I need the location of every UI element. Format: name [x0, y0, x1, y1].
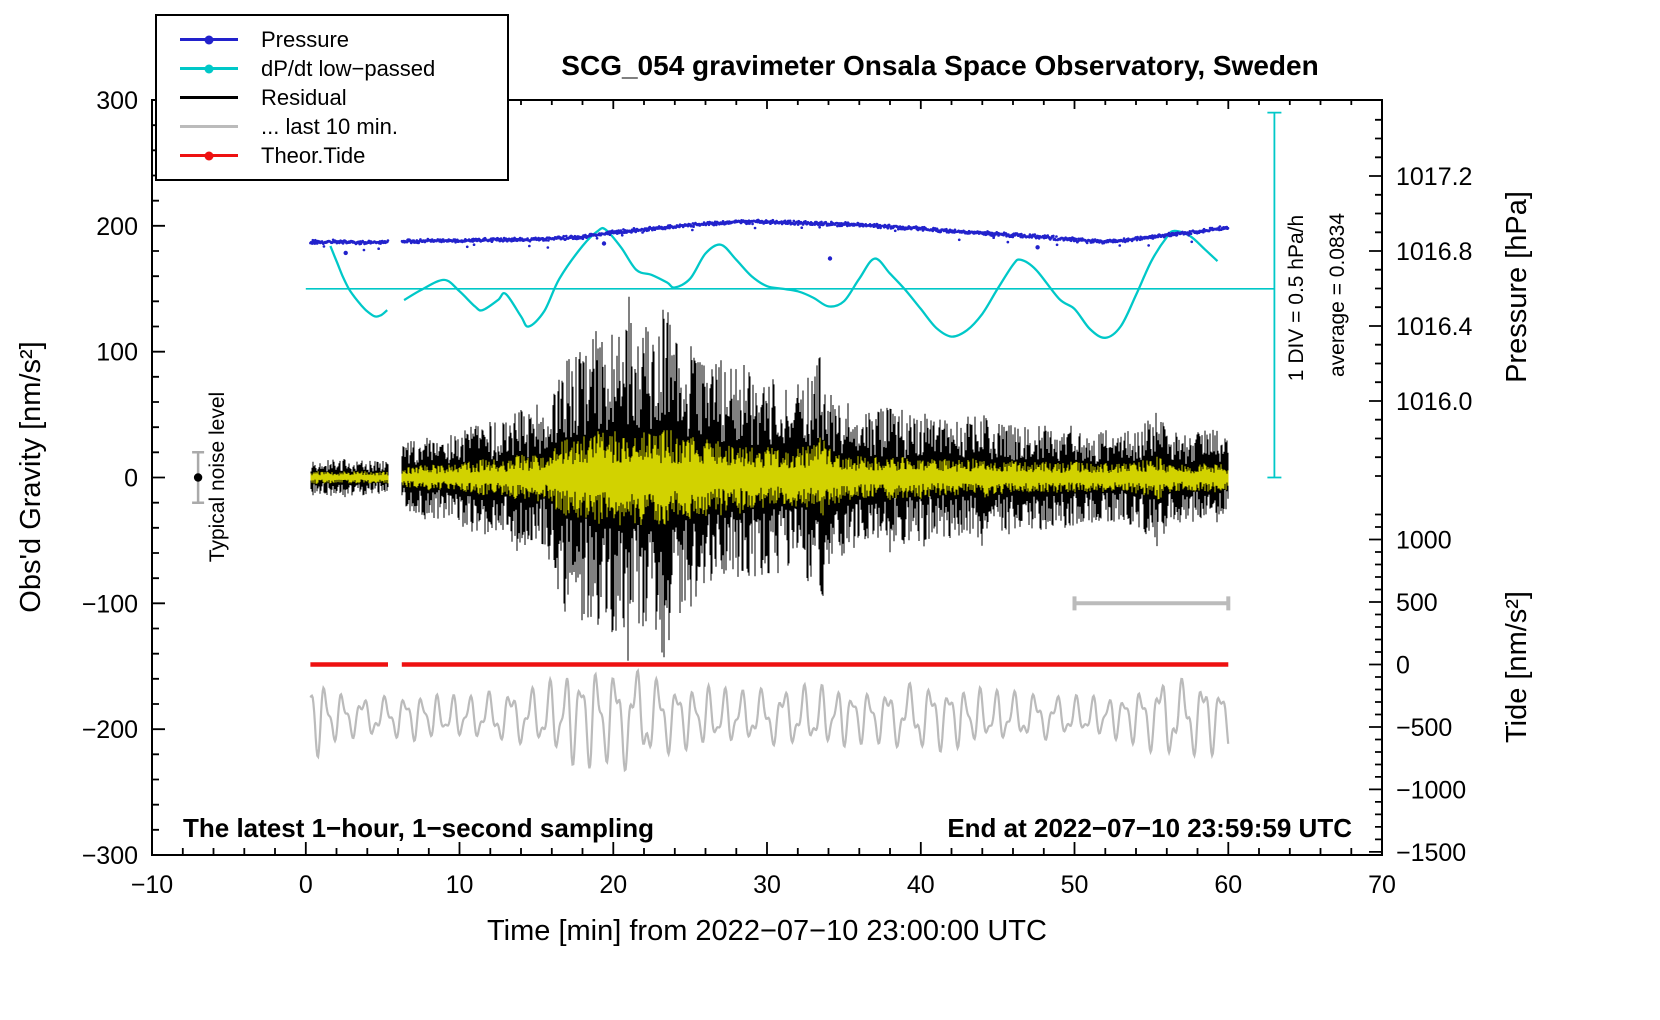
tide-tick-label: −1000 [1396, 776, 1466, 804]
pressure-trace [309, 218, 1230, 252]
gravity-tick-label: 300 [96, 87, 138, 115]
legend-swatch [157, 96, 261, 99]
x-tick-label: 20 [599, 871, 627, 899]
x-axis-label: Time [min] from 2022−07−10 23:00:00 UTC [487, 915, 1047, 947]
legend-line-plain [180, 96, 238, 99]
gravity-tick-label: −200 [82, 716, 138, 744]
pressure-tick-label: 1016.8 [1396, 238, 1472, 266]
legend-marker-dot [204, 35, 214, 44]
legend-label: Pressure [261, 26, 350, 52]
legend-item: Theor.Tide [157, 141, 507, 170]
pressure-axis-label: Pressure [hPa] [1501, 191, 1533, 383]
tide-tick-label: −500 [1396, 714, 1452, 742]
legend-label: Theor.Tide [261, 142, 366, 168]
legend-item: dP/dt low−passed [157, 54, 507, 83]
tide-tick-label: −1500 [1396, 839, 1466, 867]
legend-marker-dot [204, 151, 214, 160]
x-tick-label: 10 [446, 871, 474, 899]
chart-title: SCG_054 gravimeter Onsala Space Observat… [561, 50, 1318, 81]
sampling-note: The latest 1−hour, 1−second sampling [183, 813, 654, 843]
pressure-tick-label: 1017.2 [1396, 163, 1472, 191]
legend-label: dP/dt low−passed [261, 55, 436, 81]
legend-item: Pressure [157, 25, 507, 54]
left-y-axis-label: Obs'd Gravity [nm/s²] [15, 341, 47, 612]
noise-level-label: Typical noise level [206, 392, 229, 562]
dpdt-lowpassed-trace [403, 226, 1219, 339]
pressure-outlier-dot [1035, 245, 1040, 250]
div-scale-label: 1 DIV = 0.5 hPa/h [1285, 215, 1308, 381]
gravity-tick-label: −100 [82, 590, 138, 618]
pressure-outlier-dot [601, 241, 607, 246]
dpdt-lowpassed-trace [329, 245, 388, 318]
legend-label: Residual [261, 84, 347, 110]
legend-line-with-dot [180, 35, 238, 44]
gravity-tick-label: 100 [96, 339, 138, 367]
tide-axis-label: Tide [nm/s²] [1501, 591, 1533, 743]
tide-tick-label: 0 [1396, 652, 1410, 680]
x-tick-label: −10 [131, 871, 173, 899]
end-time-note: End at 2022−07−10 23:59:59 UTC [947, 813, 1352, 843]
tide-tick-label: 500 [1396, 589, 1438, 617]
legend-marker-dot [204, 64, 214, 73]
gravity-tick-label: 0 [124, 465, 138, 493]
last10-window-bar [1072, 596, 1231, 611]
legend-line-with-dot [180, 151, 238, 160]
dpdt-scale-bar [1267, 111, 1282, 479]
noise-level-dot [193, 473, 203, 482]
x-tick-label: 0 [299, 871, 313, 899]
legend-swatch [157, 151, 261, 160]
legend-line-plain [180, 125, 238, 128]
residual-lowpass-overlay [310, 430, 1229, 526]
x-tick-label: 70 [1368, 871, 1396, 899]
average-label: average = 0.0834 [1326, 213, 1349, 377]
pressure-outlier-dot [827, 256, 833, 261]
gravity-tick-label: −300 [82, 842, 138, 870]
pressure-tick-label: 1016.0 [1396, 388, 1472, 416]
legend-swatch [157, 35, 261, 44]
legend-item: Residual [157, 83, 507, 112]
pressure-outlier-dot [343, 250, 348, 256]
tide-tick-label: 1000 [1396, 527, 1452, 555]
gravity-tick-label: 200 [96, 213, 138, 241]
x-tick-label: 30 [753, 871, 781, 899]
legend-item: ... last 10 min. [157, 112, 507, 141]
last10min-trace [309, 667, 1230, 773]
x-tick-label: 50 [1061, 871, 1089, 899]
legend-label: ... last 10 min. [261, 113, 398, 139]
legend-line-with-dot [180, 64, 238, 73]
legend-swatch [157, 125, 261, 128]
legend-swatch [157, 64, 261, 73]
pressure-tick-label: 1016.4 [1396, 313, 1473, 341]
x-tick-label: 60 [1214, 871, 1242, 899]
legend: Pressure dP/dt low−passed Residual ... last… [155, 14, 509, 181]
x-tick-label: 40 [907, 871, 935, 899]
